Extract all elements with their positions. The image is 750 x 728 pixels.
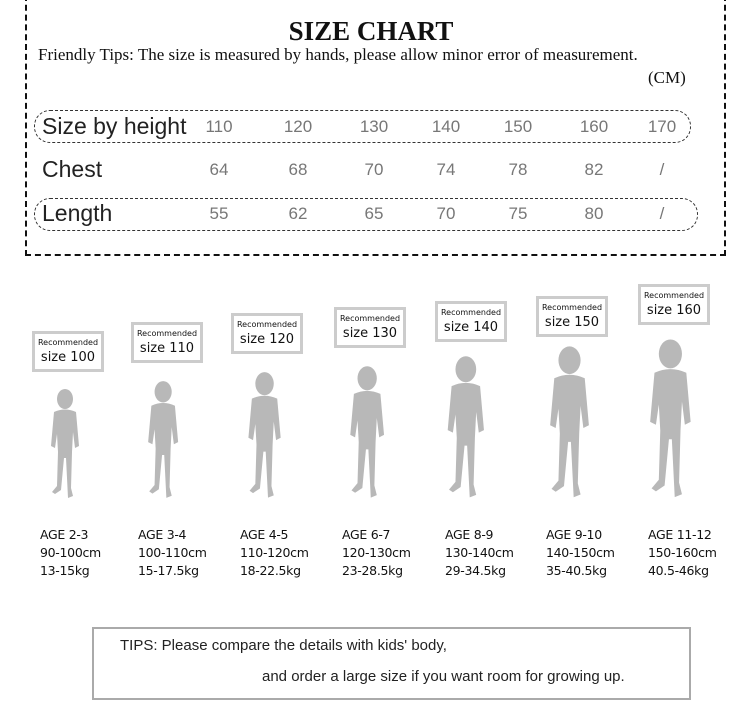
height-range: 150-160cm [648,545,717,560]
recommended-size-box: Recommended size 130 [334,307,406,348]
height-range: 90-100cm [40,545,101,560]
table-cell: 62 [288,204,308,223]
recommended-label: Recommended [236,320,298,329]
height-row-outline [34,110,691,143]
recommended-size: size 140 [443,320,499,335]
age-label: AGE 8-9 [445,527,494,542]
child-silhouette-icon [350,366,384,498]
table-cell: 70 [364,160,384,179]
weight-range: 15-17.5kg [138,563,199,578]
recommended-size-box: Recommended size 150 [536,296,608,337]
height-range: 130-140cm [445,545,514,560]
tips-box [92,627,691,700]
row-label: Size by height [42,113,187,139]
recommended-label: Recommended [136,329,198,338]
age-info: AGE 4-5 110-120cm 18-22.5kg [240,526,309,580]
child-silhouette-icon [447,356,485,498]
recommended-size-box: Recommended size 100 [32,331,104,372]
recommended-size: size 120 [239,332,295,347]
height-range: 100-110cm [138,545,207,560]
age-label: AGE 11-12 [648,527,712,542]
age-label: AGE 2-3 [40,527,89,542]
weight-range: 18-22.5kg [240,563,301,578]
table-cell: 110 [205,117,233,136]
age-label: AGE 6-7 [342,527,391,542]
recommended-size-box: Recommended size 160 [638,284,710,325]
table-cell: / [659,160,665,179]
recommended-size: size 150 [544,315,600,330]
table-cell: 80 [584,204,604,223]
table-cell: 78 [508,160,528,179]
tips-line-1: TIPS: Please compare the details with ki… [120,637,447,654]
table-cell: 74 [436,160,456,179]
table-cell: 140 [431,117,461,136]
recommended-label: Recommended [440,308,502,317]
weight-range: 29-34.5kg [445,563,506,578]
table-cell: 64 [209,160,229,179]
recommended-label: Recommended [643,291,705,300]
table-cell: 170 [647,117,677,136]
recommended-size-box: Recommended size 140 [435,301,507,342]
child-silhouette-icon [550,346,590,498]
weight-range: 13-15kg [40,563,90,578]
weight-range: 23-28.5kg [342,563,403,578]
age-label: AGE 9-10 [546,527,602,542]
row-label: Length [42,200,113,226]
height-range: 110-120cm [240,545,309,560]
recommended-label: Recommended [339,314,401,323]
table-cell: 130 [359,117,389,136]
recommended-size: size 160 [646,303,702,318]
recommended-size: size 110 [139,341,195,356]
recommended-label: Recommended [37,338,99,347]
age-info: AGE 11-12 150-160cm 40.5-46kg [648,526,717,580]
table-cell: / [659,204,665,223]
dashed-frame [25,0,726,256]
age-label: AGE 3-4 [138,527,187,542]
table-cell: 68 [288,160,308,179]
table-cell: 160 [579,117,609,136]
age-info: AGE 3-4 100-110cm 15-17.5kg [138,526,207,580]
table-cell: 82 [584,160,604,179]
age-label: AGE 4-5 [240,527,289,542]
age-info: AGE 8-9 130-140cm 29-34.5kg [445,526,514,580]
recommended-size: size 130 [342,326,398,341]
recommended-size: size 100 [40,350,96,365]
weight-range: 35-40.5kg [546,563,607,578]
table-cell: 120 [283,117,313,136]
child-silhouette-icon [649,339,691,498]
length-row-outline [34,198,698,231]
age-info: AGE 2-3 90-100cm 13-15kg [40,526,101,580]
child-silhouette-icon [51,389,79,498]
height-range: 140-150cm [546,545,615,560]
page-title: SIZE CHART [288,16,454,46]
friendly-tips: Friendly Tips: The size is measured by h… [38,45,638,64]
height-range: 120-130cm [342,545,411,560]
recommended-size-box: Recommended size 110 [131,322,203,363]
unit-label: (CM) [648,68,686,87]
recommended-size-box: Recommended size 120 [231,313,303,354]
child-silhouette-icon [248,372,282,498]
table-cell: 70 [436,204,456,223]
age-info: AGE 6-7 120-130cm 23-28.5kg [342,526,411,580]
table-cell: 65 [364,204,384,223]
table-cell: 150 [503,117,533,136]
tips-line-2: and order a large size if you want room … [262,668,625,685]
table-cell: 75 [508,204,528,223]
age-info: AGE 9-10 140-150cm 35-40.5kg [546,526,615,580]
row-label: Chest [42,156,103,182]
table-cell: 55 [209,204,229,223]
recommended-label: Recommended [541,303,603,312]
child-silhouette-icon [147,381,178,498]
weight-range: 40.5-46kg [648,563,709,578]
